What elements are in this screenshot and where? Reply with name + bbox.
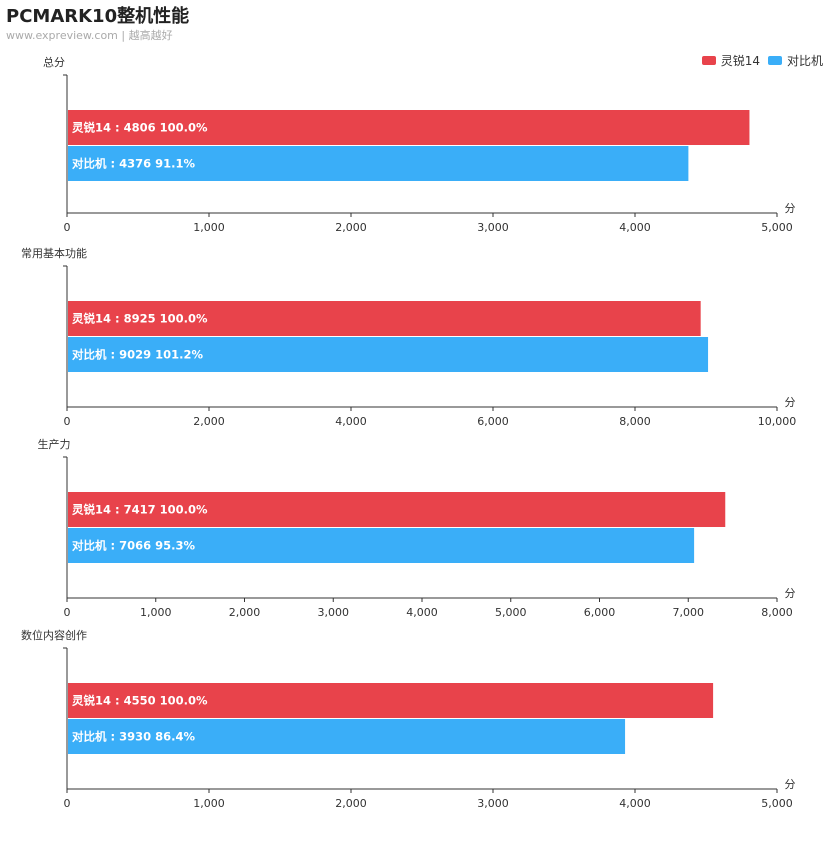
legend-item-lingrui[interactable]: 灵锐14 xyxy=(701,52,760,69)
x-tick-label: 10,000 xyxy=(758,415,797,428)
bar-label: 灵锐14 : 4806 100.0% xyxy=(72,121,208,135)
bar-label: 灵锐14 : 7417 100.0% xyxy=(72,503,208,517)
x-tick-label: 4,000 xyxy=(335,415,367,428)
x-tick-label: 3,000 xyxy=(477,221,509,234)
x-tick-label: 0 xyxy=(64,221,71,234)
bar-label: 灵锐14 : 8925 100.0% xyxy=(72,312,208,326)
legend: 灵锐14 对比机 xyxy=(694,52,823,69)
x-tick-label: 1,000 xyxy=(193,797,225,810)
x-axis-unit: 分 xyxy=(785,587,796,600)
x-tick-label: 2,000 xyxy=(193,415,225,428)
bar-lingrui xyxy=(68,683,714,718)
legend-item-compare[interactable]: 对比机 xyxy=(767,52,823,69)
bar-lingrui xyxy=(68,110,750,145)
x-tick-label: 0 xyxy=(64,606,71,619)
x-tick-label: 2,000 xyxy=(335,221,367,234)
x-tick-label: 1,000 xyxy=(193,221,225,234)
x-tick-label: 4,000 xyxy=(619,221,651,234)
x-tick-label: 6,000 xyxy=(584,606,616,619)
x-tick-label: 4,000 xyxy=(406,606,438,619)
bar-lingrui xyxy=(68,492,726,527)
legend-swatch-compare xyxy=(767,56,782,65)
bar-compare xyxy=(68,528,695,563)
x-axis-unit: 分 xyxy=(785,202,796,215)
bar-lingrui xyxy=(68,301,701,336)
x-tick-label: 0 xyxy=(64,797,71,810)
bar-label: 对比机 : 7066 95.3% xyxy=(72,539,195,553)
panel-title: 生产力 xyxy=(38,437,71,451)
x-tick-label: 3,000 xyxy=(477,797,509,810)
x-tick-label: 5,000 xyxy=(761,221,793,234)
page-subtitle: www.expreview.com | 越高越好 xyxy=(6,29,173,42)
x-tick-label: 2,000 xyxy=(335,797,367,810)
page-title: PCMARK10整机性能 xyxy=(6,6,190,27)
x-tick-label: 7,000 xyxy=(673,606,705,619)
bar-compare xyxy=(68,719,626,754)
x-axis-unit: 分 xyxy=(785,778,796,791)
bar-compare xyxy=(68,337,709,372)
x-tick-label: 5,000 xyxy=(761,797,793,810)
panel-title: 总分 xyxy=(43,55,65,69)
legend-swatch-lingrui xyxy=(701,56,716,65)
bar-label: 对比机 : 4376 91.1% xyxy=(72,157,195,171)
bar-label: 灵锐14 : 4550 100.0% xyxy=(72,694,208,708)
legend-label-lingrui: 灵锐14 xyxy=(720,54,760,68)
bar-compare xyxy=(68,146,689,181)
x-tick-label: 2,000 xyxy=(229,606,261,619)
x-tick-label: 8,000 xyxy=(761,606,793,619)
x-tick-label: 4,000 xyxy=(619,797,651,810)
x-tick-label: 5,000 xyxy=(495,606,527,619)
bar-label: 对比机 : 9029 101.2% xyxy=(72,348,203,362)
legend-label-compare: 对比机 xyxy=(786,54,823,68)
panel-title: 数位内容创作 xyxy=(21,628,87,642)
x-tick-label: 8,000 xyxy=(619,415,651,428)
panel-title: 常用基本功能 xyxy=(21,246,87,260)
x-tick-label: 1,000 xyxy=(140,606,172,619)
x-axis-unit: 分 xyxy=(785,396,796,409)
x-tick-label: 6,000 xyxy=(477,415,509,428)
bar-label: 对比机 : 3930 86.4% xyxy=(72,730,195,744)
x-tick-label: 0 xyxy=(64,415,71,428)
x-tick-label: 3,000 xyxy=(318,606,350,619)
